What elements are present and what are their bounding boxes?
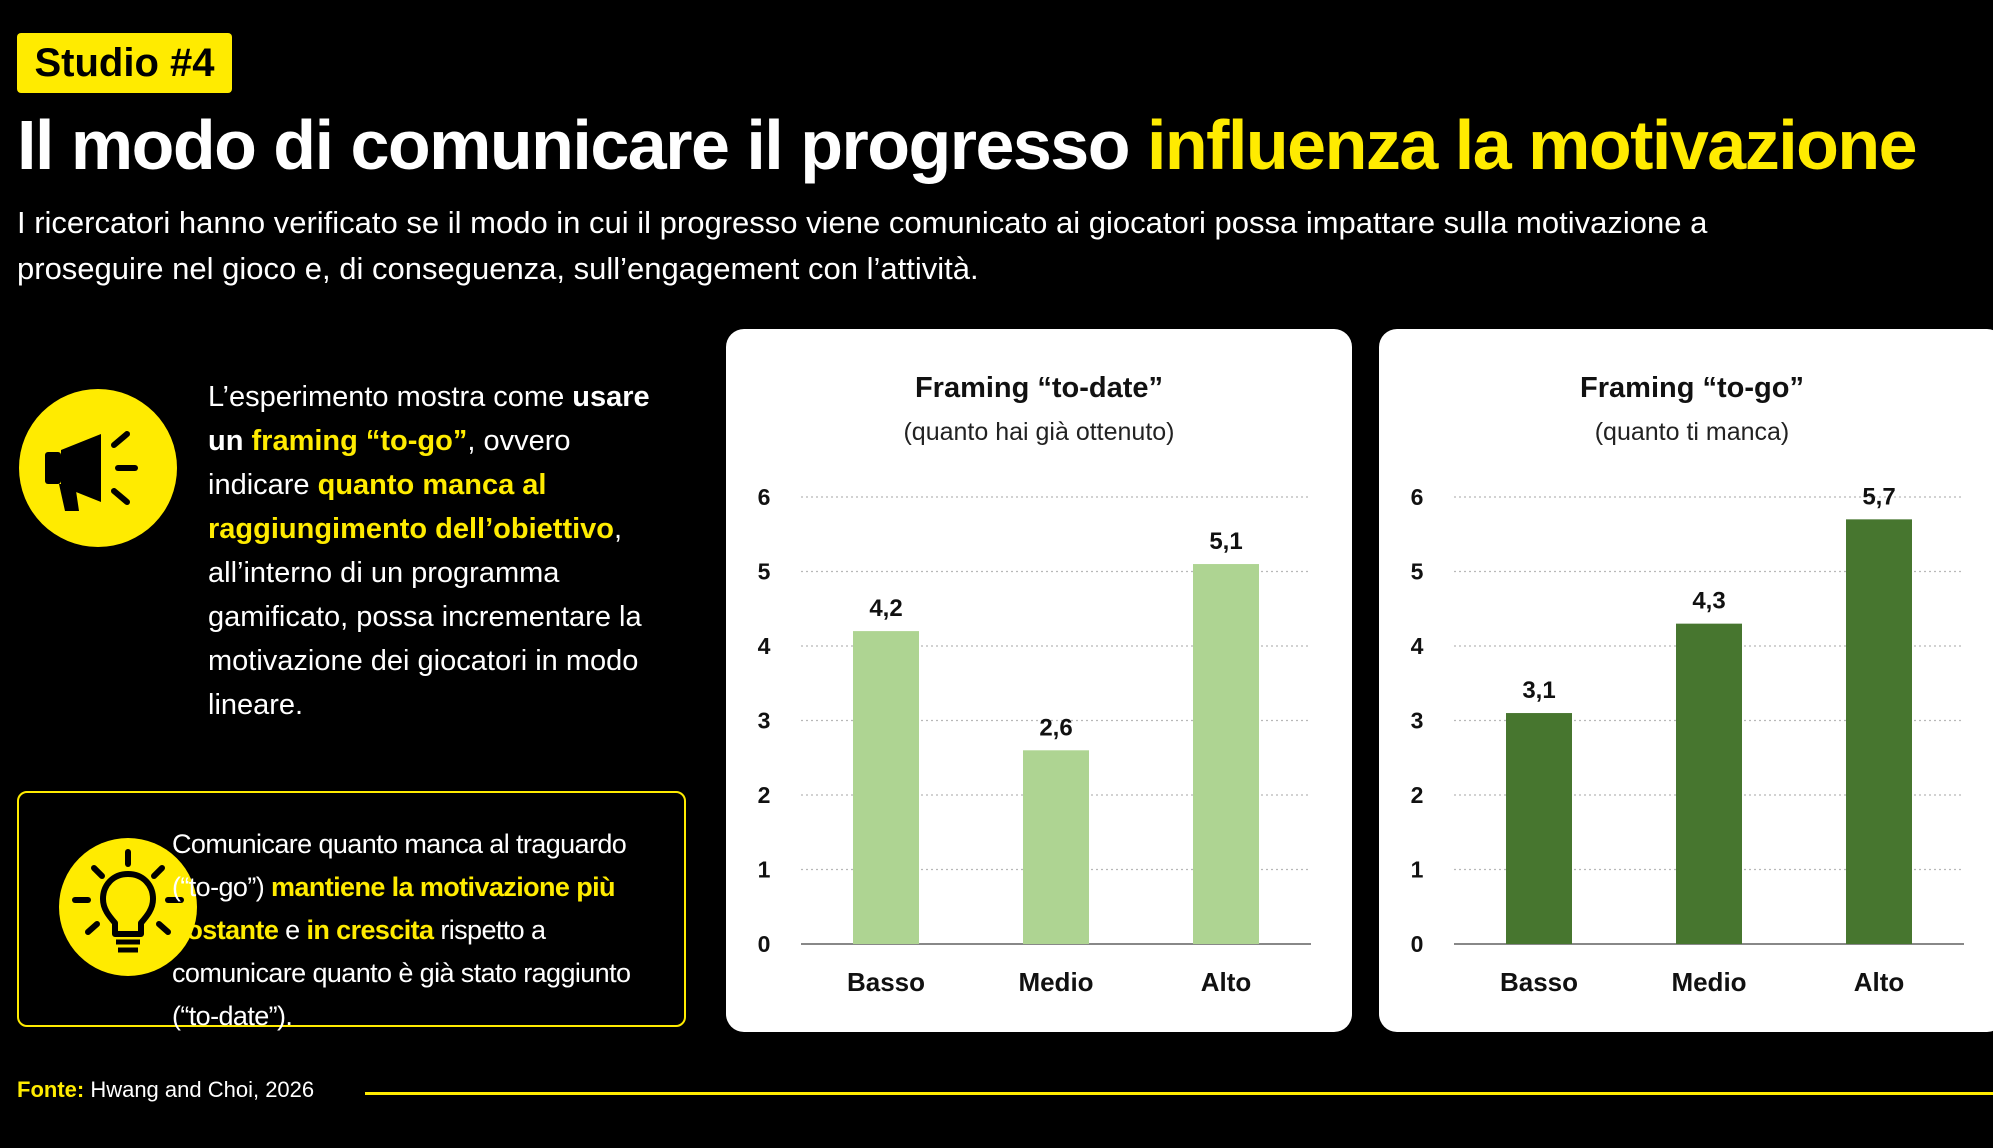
chart-to-go: Framing “to-go” (quanto ti manca) 0 1 2 3 4 5 6 3… [1411,372,1964,997]
exp-text-6: , all’interno di un programma gamificato… [208,513,642,721]
x-tick-label: Medio [1018,967,1093,997]
y-tick-label: 6 [1411,484,1424,510]
bar-value-label: 3,1 [1522,677,1555,704]
exp-text-2: usare un [208,381,650,457]
exp-highlight-quanto: quanto manca al raggiungimento dell’obie… [208,469,614,545]
y-tick-label: 0 [1411,931,1424,957]
chart-subtitle: (quanto ti manca) [1595,418,1790,446]
chart-title: Framing “to-go” [1580,372,1804,404]
study-badge: Studio #4 [17,33,232,93]
bar-value-label: 2,6 [1039,714,1072,741]
bar-value-label: 5,1 [1209,528,1242,555]
chart-panel-to-date: Framing “to-date” (quanto hai già ottenut… [726,329,1352,1032]
bar-value-label: 4,3 [1692,588,1725,615]
y-tick-label: 3 [758,708,771,734]
bar [1846,519,1912,944]
y-tick-label: 2 [758,782,771,808]
y-tick-label: 5 [758,559,771,585]
source-citation: Fonte: Hwang and Choi, 2026 [17,1077,314,1103]
y-tick-label: 6 [758,484,771,510]
x-tick-label: Basso [847,967,925,997]
y-tick-label: 5 [1411,559,1424,585]
insight-text-1: Comunicare quanto manca al traguardo (“t… [172,829,627,902]
megaphone-icon [19,389,177,547]
x-tick-label: Alto [1854,967,1905,997]
bar [1023,750,1089,944]
chart-panel-to-go: Framing “to-go” (quanto ti manca) 0 1 2 3 4 5 6 3… [1379,329,1993,1032]
source-divider [365,1092,1993,1095]
x-tick-label: Basso [1500,967,1578,997]
y-tick-label: 1 [758,857,771,883]
lightbulb-icon [59,838,197,976]
y-tick-label: 4 [758,633,771,659]
insight-text: Comunicare quanto manca al traguardo (“t… [172,823,672,1038]
title-part-1: Il modo di comunicare il progresso [17,106,1147,184]
exp-text-1: L’esperimento mostra come [208,381,573,413]
source-text: Hwang and Choi, 2026 [84,1077,315,1102]
x-tick-label: Alto [1201,967,1252,997]
bar-value-label: 4,2 [869,595,902,622]
title-highlight: influenza la motivazione [1146,106,1918,184]
bar [853,631,919,944]
chart-subtitle: (quanto hai già ottenuto) [903,418,1174,446]
y-tick-label: 2 [1411,782,1424,808]
exp-highlight-framing: framing “to-go” [251,425,468,457]
bar-value-label: 5,7 [1862,483,1895,510]
insight-box: Comunicare quanto manca al traguardo (“t… [17,791,686,1031]
page-subtitle: I ricercatori hanno verificato se il mod… [17,205,1708,286]
experiment-text: L’esperimento mostra come usare un frami… [208,375,678,727]
bar [1506,713,1572,944]
page-title: Il modo di comunicare il progresso influ… [17,105,1918,185]
insight-text-5: rispetto a comunicare quanto è già stato… [172,915,631,1031]
insight-highlight-1: mantiene la motivazione più costante [172,872,615,945]
y-tick-label: 3 [1411,708,1424,734]
bar [1676,623,1742,944]
y-tick-label: 4 [1411,633,1424,659]
chart-title: Framing “to-date” [915,372,1163,404]
chart-to-date: Framing “to-date” (quanto hai già ottenut… [758,372,1311,997]
insight-text-3: e [278,915,307,945]
x-tick-label: Medio [1671,967,1746,997]
insight-highlight-2: in crescita [306,915,434,945]
source-label: Fonte: [17,1077,85,1102]
bar [1193,564,1259,944]
exp-text-4: , ovvero indicare [208,425,571,501]
y-tick-label: 0 [758,931,771,957]
y-tick-label: 1 [1411,857,1424,883]
